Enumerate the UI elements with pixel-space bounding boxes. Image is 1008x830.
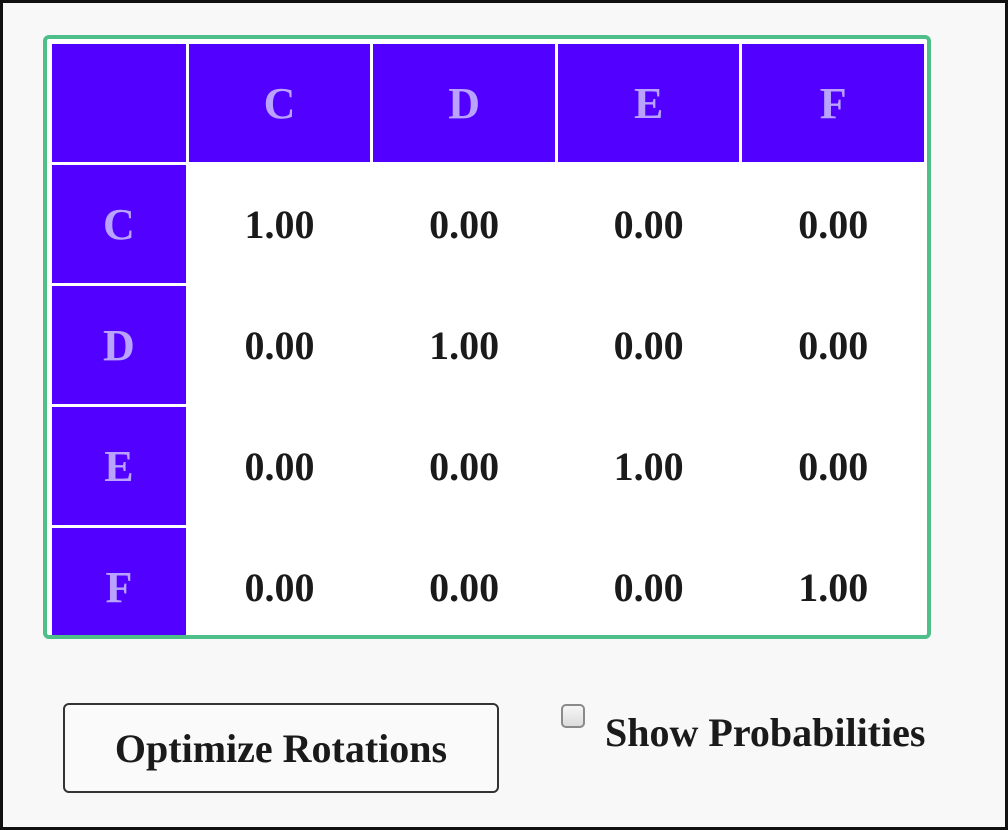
matrix-cell: 0.00 [554,162,743,286]
matrix-cell: 1.00 [554,404,743,528]
matrix-cell: 0.00 [185,404,374,528]
matrix-cell: 0.00 [739,162,927,286]
column-header-f: F [739,41,927,165]
optimize-rotations-button[interactable]: Optimize Rotations [63,703,499,793]
matrix-cell: 1.00 [370,283,558,407]
matrix-cell: 0.00 [554,525,743,635]
matrix-row: C 1.00 0.00 0.00 0.00 [49,162,927,286]
rotation-matrix: C D E F C 1.00 0.00 0.00 0.00 D 0.00 1.0 [49,41,927,635]
matrix-row: F 0.00 0.00 0.00 1.00 [49,525,927,635]
row-header-f: F [49,525,189,635]
matrix-cell: 0.00 [370,525,558,635]
matrix-container: C D E F C 1.00 0.00 0.00 0.00 D 0.00 1.0 [43,35,931,639]
show-probabilities-checkbox[interactable] [561,704,585,728]
matrix-cell: 1.00 [739,525,927,635]
matrix-header-row: C D E F [49,41,927,165]
matrix-cell: 0.00 [185,525,374,635]
row-header-d: D [49,283,189,407]
matrix-row: E 0.00 0.00 1.00 0.00 [49,404,927,528]
matrix-cell: 0.00 [739,404,927,528]
row-header-e: E [49,404,189,528]
matrix-cell: 1.00 [185,162,374,286]
matrix-cell: 0.00 [370,162,558,286]
show-probabilities-label[interactable]: Show Probabilities [605,710,926,755]
column-header-d: D [370,41,558,165]
matrix-row: D 0.00 1.00 0.00 0.00 [49,283,927,407]
column-header-e: E [554,41,743,165]
matrix-cell: 0.00 [370,404,558,528]
matrix-cell: 0.00 [554,283,743,407]
column-header-c: C [185,41,374,165]
matrix-cell: 0.00 [185,283,374,407]
row-header-c: C [49,162,189,286]
matrix-corner-cell [49,41,189,165]
matrix-cell: 0.00 [739,283,927,407]
